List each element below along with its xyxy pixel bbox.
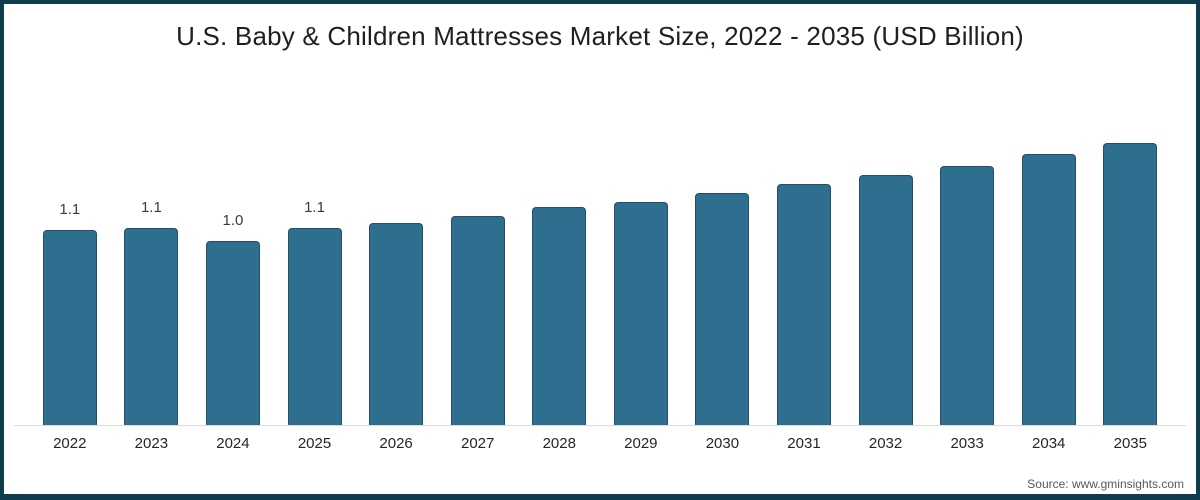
x-tick-label: 2029 — [624, 435, 658, 452]
x-tick-label: 2031 — [787, 435, 821, 452]
source-credit: Source: www.gminsights.com — [1027, 477, 1184, 491]
bar-2030 — [695, 193, 750, 425]
bar-2024 — [205, 241, 260, 425]
bar-column-2025: 1.1 — [274, 124, 356, 425]
x-tick-label: 2035 — [1113, 435, 1147, 452]
x-tick-label: 2022 — [53, 435, 87, 452]
x-tick-label: 2028 — [542, 435, 576, 452]
bar-2033 — [940, 166, 995, 425]
bar-value-label: 1.1 — [140, 199, 162, 216]
bar-value-label: 1.1 — [59, 201, 81, 218]
bar-column-2023: 1.1 — [111, 124, 193, 425]
x-tick-label: 2023 — [134, 435, 169, 452]
x-tick-label: 2034 — [1032, 435, 1066, 452]
bar-value-label: 1.0 — [222, 212, 244, 229]
bar-column-2031 — [763, 124, 845, 425]
bar-value-label: 1.1 — [304, 199, 325, 216]
bar-2034 — [1021, 154, 1076, 425]
x-tick-label: 2032 — [868, 435, 903, 452]
bar-2027 — [450, 216, 505, 425]
bar-column-2029 — [600, 124, 682, 425]
bar-2035 — [1103, 143, 1158, 425]
bar-column-2022: 1.1 — [29, 124, 111, 425]
x-axis-labels: 2022 2023 2024 2025 2026 2027 2028 2029 2030 2031… — [29, 435, 1171, 452]
bar-column-2030 — [682, 124, 764, 425]
bar-2022 — [42, 230, 97, 425]
chart-title: U.S. Baby & Children Mattresses Market S… — [176, 21, 1024, 51]
bar-2028 — [532, 207, 587, 425]
x-axis-line — [14, 425, 1186, 426]
bar-2029 — [613, 202, 668, 425]
bar-2025 — [287, 228, 342, 425]
bar-column-2034 — [1008, 124, 1090, 425]
bar-2032 — [858, 175, 913, 425]
bar-column-2028 — [518, 124, 600, 425]
x-tick-label: 2024 — [216, 435, 250, 452]
bar-column-2035 — [1090, 124, 1172, 425]
x-tick-label: 2025 — [297, 435, 332, 452]
x-tick-label: 2033 — [950, 435, 984, 452]
x-tick-label: 2030 — [705, 435, 740, 452]
bar-2026 — [369, 223, 424, 425]
bar-column-2026 — [355, 124, 437, 425]
x-tick-label: 2027 — [460, 435, 495, 452]
bar-column-2033 — [926, 124, 1008, 425]
bar-plot-area: 1.1 1.1 1.0 1.1 — [29, 124, 1171, 425]
bar-column-2027 — [437, 124, 519, 425]
bar-2031 — [776, 184, 831, 425]
x-tick-label: 2026 — [379, 435, 413, 452]
bar-column-2024: 1.0 — [192, 124, 274, 425]
bar-2023 — [124, 228, 179, 425]
bar-column-2032 — [845, 124, 927, 425]
